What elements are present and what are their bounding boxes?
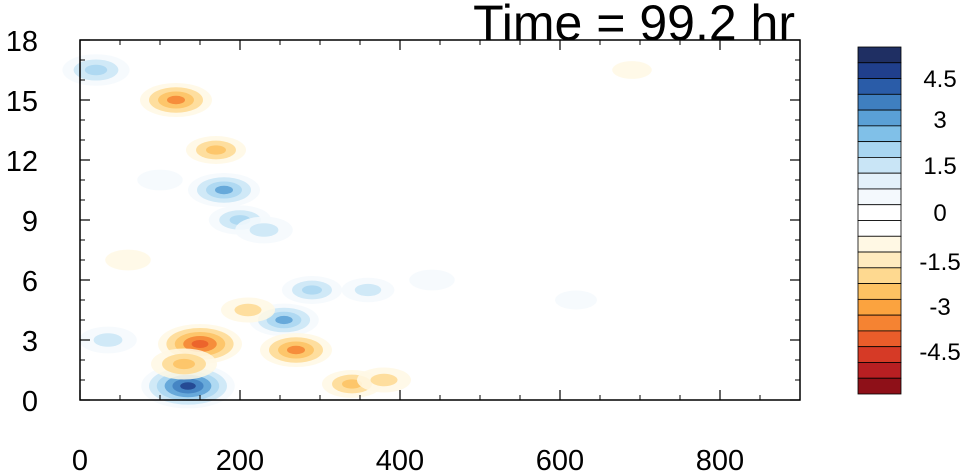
y-tick-label: 15: [6, 86, 38, 118]
colorbar-label: -3: [929, 294, 950, 321]
colorbar-box: [857, 204, 902, 221]
heatmap-cell: [167, 95, 185, 105]
y-tick-label: 18: [6, 26, 38, 58]
colorbar-box: [857, 267, 902, 284]
x-tick-label: 400: [376, 445, 424, 473]
axes: 0 200 400 600 800 0 3 6 9 12 15 18: [6, 26, 801, 473]
colorbar-label: -1.5: [919, 249, 960, 276]
colorbar-box: [857, 362, 902, 379]
heatmap-cell: [173, 358, 195, 370]
heatmap-cell: [206, 145, 226, 155]
heatmap-cell: [180, 382, 196, 390]
heatmap-cell: [191, 340, 209, 348]
heatmap-cell: [342, 379, 362, 389]
heatmap-cell: [93, 333, 123, 347]
colorbar-label: 0: [933, 200, 946, 227]
heatmap-cell: [105, 249, 151, 271]
colorbar-box: [857, 188, 902, 206]
colorbar-box: [857, 141, 902, 158]
y-tick-label: 6: [22, 266, 38, 298]
colorbar-label: -4.5: [919, 339, 960, 366]
heatmap-cell: [287, 345, 305, 355]
heatmap-cell: [215, 185, 233, 195]
colorbar-box: [857, 109, 902, 127]
heatmap-field: [62, 54, 652, 409]
colorbar-box: [857, 62, 902, 79]
heatmap-cell: [275, 315, 293, 325]
colorbar-box: [857, 330, 902, 348]
heatmap-cell: [612, 61, 652, 79]
heatmap-cell: [555, 290, 597, 310]
x-tick-label: 0: [72, 445, 88, 473]
colorbar-box: [857, 172, 902, 190]
colorbar-box: [857, 220, 902, 237]
x-tick-label: 200: [216, 445, 264, 473]
colorbar-box: [857, 235, 902, 253]
heatmap-cell: [302, 285, 322, 295]
colorbar-box: [857, 298, 902, 316]
colorbar-box: [857, 125, 902, 143]
y-tick-label: 3: [22, 326, 38, 358]
colorbar-box: [857, 157, 902, 174]
y-tick-label: 9: [22, 206, 38, 238]
colorbar-box: [857, 314, 902, 332]
colorbar-box: [857, 93, 902, 111]
heatmap-cell: [234, 303, 262, 317]
colorbar-box: [857, 251, 902, 269]
colorbar-label: 3: [933, 107, 946, 134]
heatmap-cell: [137, 169, 183, 191]
colorbar-box: [857, 377, 902, 395]
colorbar-box: [857, 78, 902, 95]
chart-title: Time = 99.2 hr: [473, 0, 795, 51]
heatmap-cell: [84, 64, 108, 76]
heatmap-cell: [409, 269, 455, 291]
x-tick-label: 600: [536, 445, 584, 473]
colorbar-label: 4.5: [923, 66, 956, 93]
colorbar-box: [857, 283, 902, 300]
colorbar-box: [857, 46, 902, 64]
y-tick-label: 12: [6, 146, 38, 178]
heatmap-cell: [370, 373, 398, 387]
colorbar-label: 1.5: [923, 153, 956, 180]
heatmap-cell: [249, 223, 279, 237]
x-tick-label: 800: [696, 445, 744, 473]
y-tick-label: 0: [22, 386, 38, 418]
colorbar-box: [857, 346, 902, 363]
heatmap-cell: [354, 283, 382, 297]
colorbar: 4.5 3 1.5 0 -1.5 -3 -4.5: [857, 46, 961, 395]
